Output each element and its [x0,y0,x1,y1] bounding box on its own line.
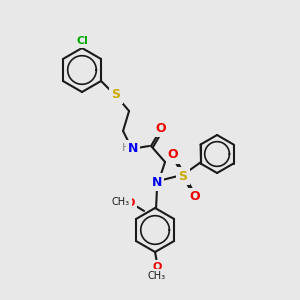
Text: H: H [122,143,130,153]
Text: N: N [152,176,162,188]
Text: CH₃: CH₃ [112,197,130,207]
Text: O: O [156,122,167,134]
Text: O: O [168,148,178,161]
Text: O: O [125,198,135,208]
Text: S: S [178,169,188,182]
Text: N: N [128,142,138,155]
Text: O: O [190,190,200,203]
Text: O: O [152,262,162,272]
Text: Cl: Cl [76,36,88,46]
Text: S: S [112,88,121,101]
Text: CH₃: CH₃ [148,271,166,281]
